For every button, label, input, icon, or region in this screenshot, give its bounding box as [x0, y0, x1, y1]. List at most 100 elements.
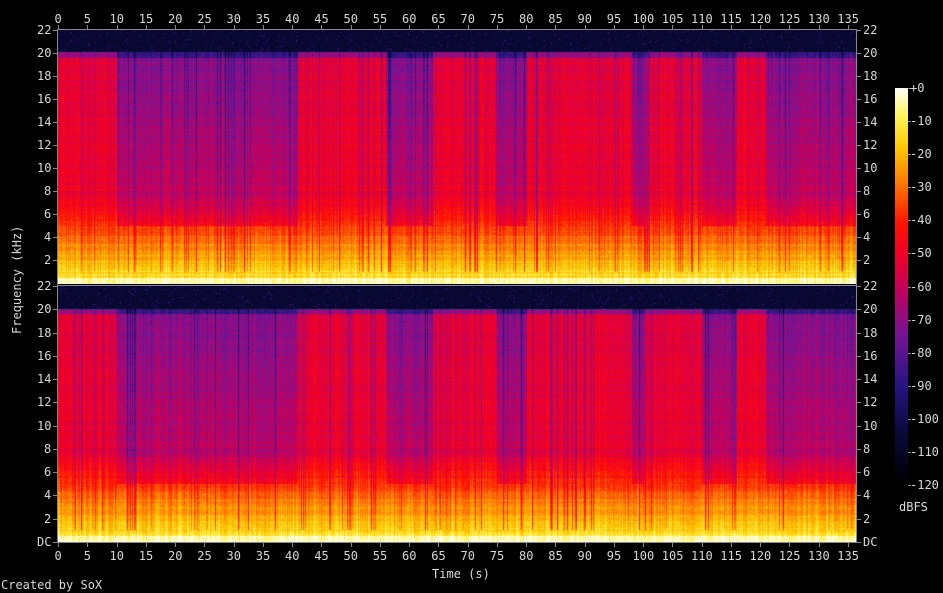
y-tick-label-right: 20 — [863, 302, 878, 317]
y-tick — [53, 355, 57, 357]
y-tick — [857, 425, 861, 427]
x-tick-label-top: 10 — [109, 12, 124, 26]
x-tick-label-bottom: 55 — [372, 549, 388, 563]
y-tick-label-right: 18 — [863, 325, 878, 340]
y-tick-label-left: 8 — [44, 184, 52, 198]
x-tick-label-bottom: 105 — [661, 549, 684, 563]
x-tick-label-bottom: 35 — [255, 549, 271, 563]
y-tick — [857, 30, 861, 31]
y-tick — [53, 472, 57, 474]
x-tick — [262, 25, 264, 29]
y-tick — [53, 191, 57, 192]
colorbar-tick — [908, 286, 911, 288]
x-tick — [233, 25, 235, 29]
y-tick-label-left: DC — [37, 535, 52, 549]
x-tick — [262, 543, 264, 547]
colorbar-tick-label: -30 — [910, 180, 932, 195]
y-tick-label-right: 12 — [863, 395, 878, 410]
colorbar-tick — [908, 253, 911, 255]
x-tick-label-top: 90 — [577, 12, 592, 26]
y-tick — [857, 145, 861, 146]
colorbar-tick-label: -110 — [910, 444, 939, 459]
x-tick — [730, 543, 732, 547]
y-tick-label-right: 16 — [863, 348, 878, 363]
x-tick — [847, 25, 849, 29]
y-tick-label-left: 14 — [37, 372, 52, 387]
y-tick-label-right: 4 — [863, 230, 871, 244]
x-tick-label-top: 130 — [808, 12, 830, 26]
y-tick-label-right: 22 — [863, 279, 878, 293]
y-tick — [53, 260, 57, 261]
x-tick-label-bottom: 135 — [837, 549, 859, 563]
colorbar-tick-label: +0 — [910, 81, 925, 95]
x-tick-label-top: 40 — [285, 12, 300, 26]
y-tick — [857, 472, 861, 474]
x-tick-label-bottom: 40 — [285, 549, 300, 563]
x-tick — [438, 25, 440, 29]
x-tick-label-bottom: 75 — [489, 549, 505, 563]
x-tick — [818, 543, 820, 547]
y-tick-label-right: 14 — [863, 372, 878, 387]
colorbar-tick — [908, 88, 911, 89]
x-tick-label-bottom: 115 — [720, 549, 742, 563]
x-tick-label-top: 0 — [54, 12, 62, 26]
y-tick-label-left: 4 — [44, 488, 52, 503]
x-tick — [730, 25, 732, 29]
y-tick — [857, 122, 861, 123]
colorbar-tick — [908, 352, 911, 354]
x-tick-label-top: 120 — [749, 12, 772, 26]
x-tick — [672, 543, 674, 547]
x-tick-label-top: 135 — [837, 12, 859, 26]
x-tick-label-bottom: 130 — [808, 549, 830, 563]
y-tick — [53, 237, 57, 238]
y-tick-label-left: 6 — [44, 207, 52, 221]
y-tick — [857, 332, 861, 334]
y-tick — [53, 309, 57, 311]
colorbar-tick-label: -20 — [910, 147, 932, 162]
x-tick-label-top: 125 — [778, 12, 801, 26]
x-tick — [789, 543, 791, 547]
colorbar-tick — [908, 451, 911, 453]
x-tick — [58, 543, 59, 547]
y-tick — [857, 260, 861, 261]
spectrogram-channel-1 — [58, 30, 856, 284]
y-tick — [53, 145, 57, 146]
x-tick-label-bottom: 60 — [402, 549, 417, 563]
y-tick — [53, 53, 57, 54]
y-tick — [857, 53, 861, 54]
x-tick — [467, 25, 469, 29]
colorbar-tick-label: -60 — [910, 279, 932, 294]
y-tick-label-right: 12 — [863, 138, 878, 152]
x-tick-label-bottom: 85 — [548, 549, 563, 563]
x-tick-label-bottom: 15 — [138, 549, 154, 563]
x-tick — [701, 25, 703, 29]
x-tick — [409, 25, 411, 29]
x-tick — [467, 543, 469, 547]
x-tick — [292, 25, 294, 29]
y-tick-label-left: 2 — [44, 511, 52, 526]
y-tick — [857, 448, 861, 450]
colorbar-tick-label: -100 — [910, 411, 939, 426]
x-tick — [672, 25, 674, 29]
x-tick — [175, 25, 176, 29]
x-tick — [760, 543, 762, 547]
x-tick — [496, 25, 498, 29]
x-tick-label-bottom: 30 — [226, 549, 241, 563]
x-tick — [87, 25, 89, 29]
colorbar-tick — [908, 121, 911, 123]
footer-credit: Created by SoX — [1, 578, 103, 592]
colorbar-tick — [908, 187, 911, 189]
x-tick — [701, 543, 703, 547]
y-tick-label-left: 2 — [44, 253, 52, 267]
y-tick — [53, 286, 57, 287]
y-tick-label-right: 22 — [863, 23, 878, 37]
x-tick-label-top: 65 — [431, 12, 446, 26]
x-tick-label-top: 30 — [226, 12, 241, 26]
y-tick — [53, 448, 57, 450]
x-tick — [584, 543, 586, 547]
x-tick-label-bottom: 45 — [314, 549, 329, 563]
y-tick-label-left: 6 — [44, 465, 52, 480]
x-tick-label-top: 60 — [402, 12, 417, 26]
x-tick-label-top: 20 — [168, 12, 183, 26]
x-tick-label-top: 50 — [343, 12, 358, 26]
